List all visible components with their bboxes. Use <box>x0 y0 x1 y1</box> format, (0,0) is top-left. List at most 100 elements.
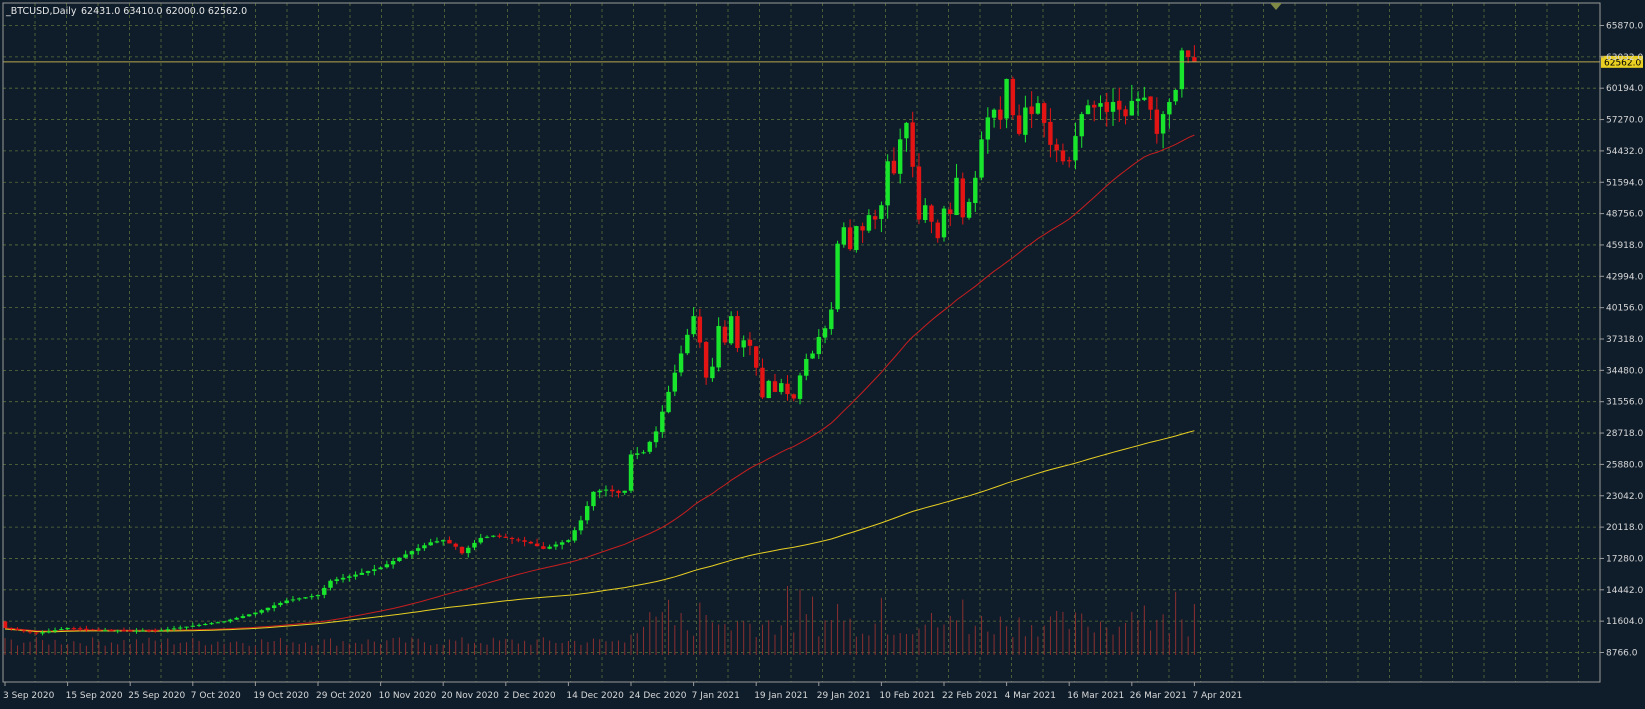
candlestick[interactable] <box>610 485 615 498</box>
candlestick[interactable] <box>879 201 884 233</box>
candlestick[interactable] <box>985 107 991 154</box>
candlestick[interactable] <box>196 623 202 628</box>
candlestick[interactable] <box>15 627 20 631</box>
candlestick[interactable] <box>522 536 527 547</box>
candlestick[interactable] <box>347 574 352 582</box>
candlestick[interactable] <box>822 325 828 344</box>
candlestick[interactable] <box>766 379 771 399</box>
candlestick[interactable] <box>1041 101 1047 138</box>
candlestick[interactable] <box>71 626 77 631</box>
candlestick[interactable] <box>653 426 659 448</box>
candlestick[interactable] <box>472 540 477 551</box>
candlestick[interactable] <box>1110 88 1116 126</box>
candlestick[interactable] <box>966 198 972 220</box>
candlestick[interactable] <box>1067 156 1072 168</box>
candlestick[interactable] <box>209 622 214 625</box>
candlestick[interactable] <box>184 626 189 630</box>
candlestick[interactable] <box>221 620 227 623</box>
candlestick[interactable] <box>1085 99 1091 115</box>
candlestick[interactable] <box>991 108 997 128</box>
candlestick[interactable] <box>265 607 271 613</box>
candlestick[interactable] <box>1185 50 1191 63</box>
candlestick[interactable] <box>597 488 602 499</box>
candlestick[interactable] <box>146 629 152 633</box>
candlestick[interactable] <box>159 628 164 632</box>
candlestick[interactable] <box>703 340 709 385</box>
candlestick[interactable] <box>666 385 671 414</box>
candlestick[interactable] <box>779 378 784 395</box>
candlestick[interactable] <box>9 627 14 631</box>
candlestick[interactable] <box>697 308 703 348</box>
candlestick[interactable] <box>77 626 83 632</box>
candlestick[interactable] <box>284 598 289 604</box>
candlestick[interactable] <box>359 568 365 575</box>
candlestick[interactable] <box>572 527 577 543</box>
candlestick[interactable] <box>829 302 834 335</box>
candlestick[interactable] <box>797 372 803 405</box>
candlestick[interactable] <box>353 571 358 580</box>
candlestick[interactable] <box>916 153 922 225</box>
candlestick[interactable] <box>835 240 840 313</box>
candlestick[interactable] <box>622 490 627 496</box>
candlestick[interactable] <box>109 629 114 632</box>
candlestick[interactable] <box>791 393 796 402</box>
candlestick[interactable] <box>616 489 621 498</box>
candlestick[interactable] <box>90 628 95 631</box>
candlestick[interactable] <box>728 311 734 346</box>
candlestick[interactable] <box>140 628 145 632</box>
candlestick[interactable] <box>178 625 183 631</box>
candlestick[interactable] <box>340 573 346 583</box>
candlestick[interactable] <box>591 491 596 511</box>
candlestick[interactable] <box>121 627 127 632</box>
candlestick[interactable] <box>516 537 521 543</box>
candlestick[interactable] <box>584 501 590 525</box>
candlestick[interactable] <box>760 358 765 399</box>
candlestick[interactable] <box>246 614 252 617</box>
candlestick[interactable] <box>466 545 471 558</box>
candlestick[interactable] <box>171 625 177 632</box>
candlestick[interactable] <box>27 631 33 634</box>
candlesticks[interactable] <box>2 45 1197 636</box>
candlestick[interactable] <box>1098 95 1103 120</box>
candlestick[interactable] <box>1104 92 1109 127</box>
candlestick[interactable] <box>65 627 70 631</box>
candlestick[interactable] <box>315 594 321 600</box>
candlestick[interactable] <box>1054 138 1059 163</box>
candlestick[interactable] <box>541 542 546 550</box>
candlestick[interactable] <box>1179 47 1185 98</box>
candlestick[interactable] <box>253 612 258 617</box>
candlestick[interactable] <box>453 542 458 550</box>
candlestick[interactable] <box>497 533 502 539</box>
candlestick[interactable] <box>309 593 314 600</box>
candlestick[interactable] <box>21 629 26 633</box>
candlestick[interactable] <box>128 629 133 632</box>
candlestick[interactable] <box>1010 76 1016 120</box>
candlestick[interactable] <box>628 450 634 493</box>
candlestick[interactable] <box>40 630 45 636</box>
candlestick[interactable] <box>240 613 246 619</box>
candlestick[interactable] <box>897 128 903 184</box>
candlestick[interactable] <box>528 540 534 545</box>
candlestick[interactable] <box>716 317 721 372</box>
candlestick[interactable] <box>478 533 483 545</box>
candlestick[interactable] <box>102 627 108 632</box>
candlestick[interactable] <box>954 164 959 216</box>
candlestick[interactable] <box>685 328 690 356</box>
candlestick[interactable] <box>678 345 684 377</box>
candlestick[interactable] <box>96 627 102 632</box>
candlestick[interactable] <box>328 579 333 591</box>
candlestick[interactable] <box>559 540 565 550</box>
candlestick[interactable] <box>948 202 953 227</box>
candlestick[interactable] <box>422 542 427 551</box>
candlestick[interactable] <box>1035 96 1041 115</box>
candlestick[interactable] <box>234 616 239 620</box>
candlestick[interactable] <box>1167 98 1172 129</box>
candlestick[interactable] <box>2 621 8 629</box>
candlestick[interactable] <box>710 357 715 382</box>
candlestick[interactable] <box>929 204 934 234</box>
candlestick[interactable] <box>1004 78 1009 129</box>
candlestick[interactable] <box>415 544 421 555</box>
candlestick[interactable] <box>372 564 377 576</box>
candlestick[interactable] <box>509 536 515 544</box>
